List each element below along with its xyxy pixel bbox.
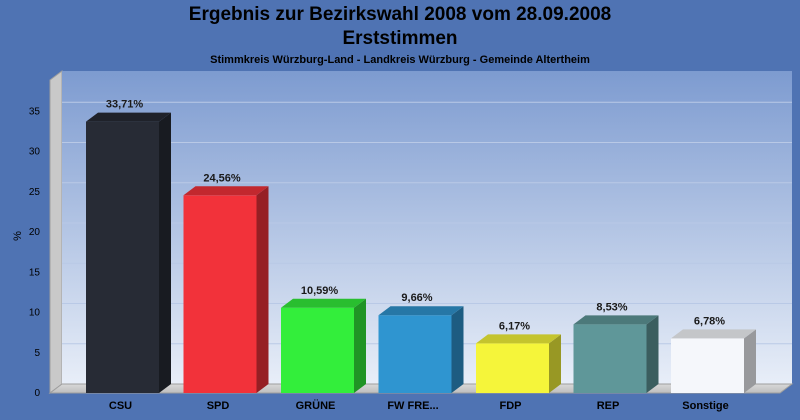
- category-label: Sonstige: [682, 400, 728, 412]
- bar-2: 24,56%: [183, 172, 269, 393]
- bar-top: [281, 298, 366, 308]
- bar-3: 10,59%: [281, 285, 366, 393]
- bar-side: [549, 334, 561, 393]
- bar-front: [378, 315, 452, 393]
- bar-front: [476, 343, 549, 393]
- y-tick-label: 10: [29, 308, 41, 319]
- bar-side: [646, 315, 659, 393]
- bar-top: [671, 329, 756, 339]
- category-label: GRÜNE: [296, 399, 336, 412]
- bar-4: 9,66%: [378, 292, 464, 393]
- category-label: REP: [597, 400, 620, 412]
- bar-top: [378, 306, 464, 316]
- bar-side: [451, 306, 464, 393]
- plot-side-wall: [49, 70, 63, 394]
- y-tick-label: 15: [29, 267, 41, 278]
- chart-caption: Stimmkreis Würzburg-Land - Landkreis Wür…: [210, 54, 590, 66]
- bar-top: [183, 186, 269, 196]
- value-label: 8,53%: [596, 301, 627, 313]
- bar-side: [354, 298, 366, 393]
- y-tick-label: 5: [34, 348, 40, 359]
- category-label: FDP: [500, 400, 522, 412]
- y-tick-label: 30: [29, 147, 41, 158]
- category-label: CSU: [109, 400, 132, 412]
- bar-front: [183, 195, 257, 393]
- category-label: SPD: [207, 400, 230, 412]
- value-label: 6,78%: [694, 315, 725, 327]
- bar-front: [573, 324, 647, 393]
- bar-side: [256, 186, 269, 393]
- value-label: 24,56%: [203, 172, 241, 184]
- y-tick-label: 25: [29, 187, 41, 198]
- y-axis-title: %: [12, 231, 24, 241]
- bars: 33,71% 24,56% 10,59% 9,66% 6,17% 8,53% 6,78%: [86, 99, 756, 394]
- bar-7: 6,78%: [671, 315, 756, 393]
- bar-1: 33,71%: [86, 99, 171, 394]
- x-axis: CSU SPD GRÜNE FW FRE... FDP REP Sonstige: [109, 399, 729, 412]
- y-tick-label: 20: [29, 227, 41, 238]
- chart-title: Ergebnis zur Bezirkswahl 2008 vom 28.09.…: [188, 4, 612, 25]
- y-tick-label: 0: [34, 388, 40, 399]
- bar-top: [476, 334, 561, 344]
- bar-5: 6,17%: [476, 320, 561, 393]
- value-label: 9,66%: [401, 292, 432, 304]
- y-axis: 0 5 10 15 20 25 30 35: [29, 106, 41, 399]
- bar-top: [573, 315, 659, 325]
- value-label: 6,17%: [499, 320, 530, 332]
- y-tick-label: 35: [29, 106, 41, 117]
- value-label: 33,71%: [106, 99, 144, 111]
- bar-front: [86, 121, 159, 394]
- bar-6: 8,53%: [573, 301, 659, 393]
- category-label: FW FRE...: [387, 400, 438, 412]
- bar-side: [159, 112, 171, 394]
- chart-subtitle: Erststimmen: [342, 28, 458, 49]
- bar-top: [86, 112, 171, 122]
- bar-side: [744, 329, 756, 393]
- bar-front: [281, 307, 354, 393]
- bar-front: [671, 338, 744, 393]
- value-label: 10,59%: [301, 285, 339, 297]
